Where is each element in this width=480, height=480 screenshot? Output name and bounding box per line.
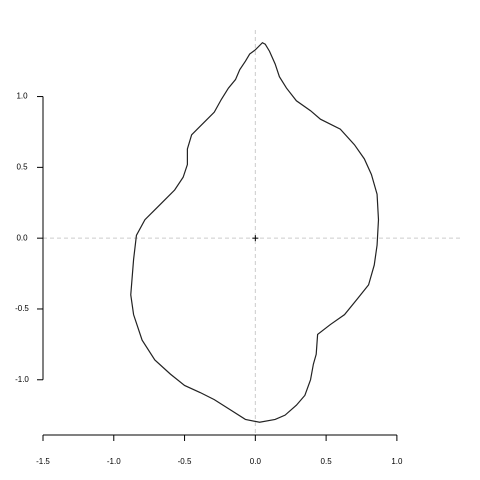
y-tick-label: 0.5 — [16, 162, 28, 171]
center-marker — [252, 235, 259, 242]
x-tick-label: -1.0 — [107, 457, 121, 466]
y-tick-label: -1.0 — [15, 375, 29, 384]
x-tick-label: 1.0 — [391, 457, 403, 466]
y-tick-label: 1.0 — [16, 92, 28, 101]
x-tick-label: -0.5 — [178, 457, 192, 466]
y-tick-label: 0.0 — [16, 233, 28, 242]
x-tick-label: 0.0 — [250, 457, 262, 466]
x-tick-label: 0.5 — [321, 457, 333, 466]
outline — [130, 42, 380, 423]
y-tick-label: -0.5 — [15, 304, 29, 313]
x-tick-label: -1.5 — [36, 457, 50, 466]
